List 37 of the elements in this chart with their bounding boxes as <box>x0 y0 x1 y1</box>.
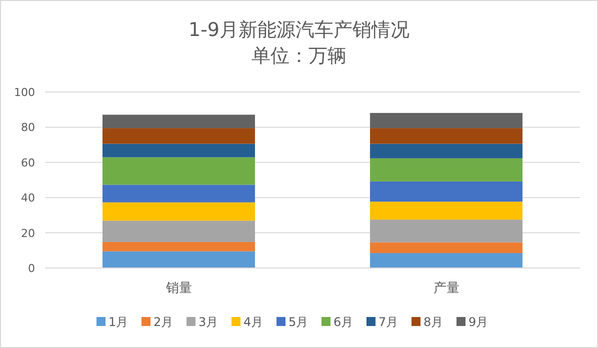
y-tick-label: 20 <box>21 226 35 240</box>
bar <box>370 242 522 254</box>
bar <box>370 220 522 242</box>
legend-label: 1月 <box>108 315 128 329</box>
legend-label: 3月 <box>198 315 218 329</box>
legend-label: 6月 <box>334 315 354 329</box>
y-tick-label: 40 <box>21 192 35 205</box>
bar <box>102 157 255 185</box>
legend-label: 9月 <box>468 315 488 329</box>
bar <box>102 242 255 252</box>
legend-label: 4月 <box>244 315 264 329</box>
bar <box>102 114 255 128</box>
y-tick-label: 100 <box>14 86 35 99</box>
y-tick-label: 80 <box>21 121 35 134</box>
bar <box>370 112 522 128</box>
bar <box>102 184 255 202</box>
bar <box>370 202 522 220</box>
legend-label: 2月 <box>154 315 174 329</box>
legend-label: 8月 <box>424 315 444 329</box>
bar <box>370 253 522 268</box>
x-tick-label: 产量 <box>433 281 460 296</box>
y-tick-label: 60 <box>21 156 35 170</box>
bar <box>370 128 522 144</box>
bar <box>370 158 522 182</box>
bar <box>102 251 255 268</box>
bar <box>102 128 255 144</box>
chart-subtitle: 单位：万辆 <box>252 45 346 67</box>
x-tick-label: 销量 <box>164 281 192 296</box>
y-tick-label: 0 <box>28 262 35 275</box>
bar <box>370 144 522 158</box>
bar <box>102 144 255 158</box>
legend-label: 5月 <box>288 315 308 329</box>
legend-label: 7月 <box>378 315 398 329</box>
bar <box>370 181 522 202</box>
bar <box>102 220 255 242</box>
bar <box>102 202 255 221</box>
chart-title: 1-9月新能源汽车产销情况 <box>188 19 410 41</box>
